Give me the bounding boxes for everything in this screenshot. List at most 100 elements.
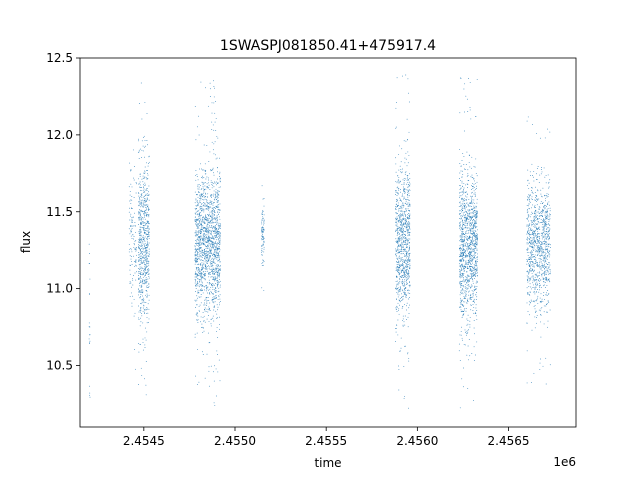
- data-point: [140, 309, 142, 311]
- data-point: [217, 257, 219, 259]
- data-point: [472, 235, 474, 237]
- data-point: [464, 219, 466, 221]
- data-point: [397, 205, 399, 206]
- data-point: [469, 261, 471, 263]
- data-point: [397, 284, 399, 286]
- data-point: [140, 216, 142, 218]
- data-point: [261, 245, 263, 247]
- data-point: [217, 254, 219, 256]
- data-point: [469, 270, 471, 271]
- data-point: [139, 240, 141, 242]
- data-point: [409, 268, 411, 270]
- data-point: [402, 223, 404, 225]
- data-point: [537, 236, 539, 238]
- data-point: [408, 263, 409, 265]
- data-point: [464, 265, 466, 267]
- data-point: [407, 208, 409, 210]
- data-point: [262, 233, 264, 235]
- data-point: [408, 256, 410, 258]
- data-point: [216, 239, 218, 241]
- data-point: [406, 244, 408, 246]
- data-point: [200, 219, 201, 221]
- data-point: [218, 216, 220, 218]
- data-point: [462, 194, 464, 196]
- data-point: [146, 247, 147, 248]
- data-point: [147, 227, 149, 229]
- data-point: [133, 298, 135, 300]
- data-point: [471, 247, 472, 249]
- data-point: [200, 199, 202, 201]
- data-point: [205, 268, 207, 270]
- data-point: [196, 255, 198, 257]
- data-point: [460, 269, 462, 271]
- data-point: [404, 248, 406, 250]
- data-point: [402, 259, 404, 261]
- data-point: [470, 237, 472, 239]
- data-point: [145, 209, 147, 211]
- data-point: [545, 204, 547, 206]
- data-point: [217, 236, 218, 238]
- data-point: [147, 234, 149, 235]
- data-point: [146, 190, 148, 191]
- data-point: [460, 304, 462, 305]
- data-point: [213, 238, 214, 240]
- data-point: [206, 176, 208, 178]
- data-point: [536, 244, 538, 246]
- data-point: [204, 231, 206, 233]
- data-point: [205, 215, 207, 217]
- data-point: [527, 116, 529, 118]
- data-point: [144, 244, 146, 246]
- data-point: [202, 193, 204, 194]
- data-point: [464, 205, 466, 207]
- data-point: [219, 179, 221, 181]
- data-point: [465, 286, 467, 288]
- data-point: [460, 260, 462, 262]
- data-point: [537, 199, 539, 201]
- data-point: [407, 216, 409, 218]
- data-point: [146, 246, 148, 248]
- data-point: [396, 218, 398, 219]
- data-point: [145, 255, 147, 257]
- data-point: [395, 204, 397, 205]
- data-point: [263, 224, 265, 226]
- data-point: [213, 207, 215, 209]
- data-point: [214, 227, 216, 229]
- data-point: [217, 371, 219, 373]
- data-point: [398, 277, 400, 279]
- data-point: [526, 243, 528, 245]
- data-point: [215, 237, 217, 238]
- data-point: [404, 192, 406, 194]
- data-point: [200, 247, 202, 249]
- data-point: [462, 258, 463, 260]
- data-point: [469, 244, 471, 246]
- data-point: [401, 264, 403, 265]
- data-point: [204, 218, 206, 220]
- data-point: [217, 192, 219, 194]
- data-point: [468, 258, 470, 260]
- data-point: [196, 299, 198, 301]
- data-point: [215, 271, 216, 273]
- data-point: [143, 279, 145, 281]
- data-point: [148, 299, 150, 301]
- data-point: [195, 232, 197, 234]
- data-point: [400, 350, 402, 352]
- data-point: [201, 218, 203, 220]
- data-point: [143, 272, 145, 274]
- data-point: [214, 121, 216, 123]
- data-point: [403, 259, 405, 261]
- data-point: [397, 175, 399, 177]
- data-point: [470, 230, 471, 232]
- data-point: [217, 255, 219, 256]
- data-point: [194, 252, 196, 254]
- data-point: [404, 238, 406, 240]
- data-point: [541, 226, 543, 228]
- data-point: [463, 224, 465, 226]
- data-point: [199, 233, 201, 235]
- data-point: [465, 235, 467, 237]
- data-point: [140, 223, 142, 225]
- data-point: [197, 315, 199, 317]
- data-point: [217, 247, 219, 249]
- data-point: [138, 260, 140, 262]
- data-point: [474, 265, 476, 267]
- data-point: [206, 282, 208, 284]
